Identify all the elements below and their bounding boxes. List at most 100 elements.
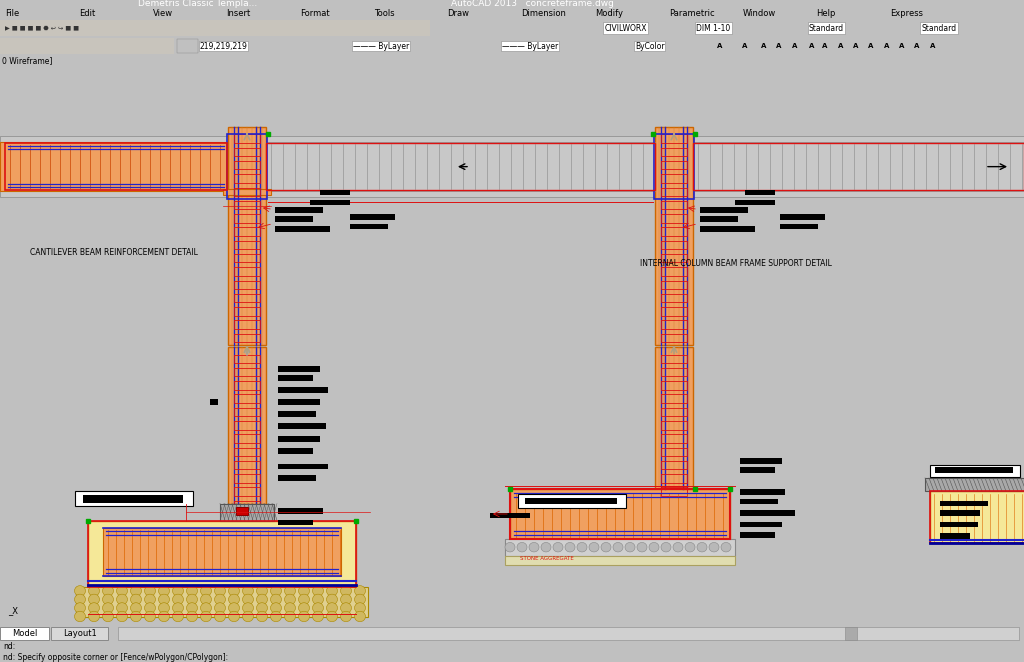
Circle shape <box>354 602 366 613</box>
Bar <box>490 513 530 518</box>
Circle shape <box>117 586 128 596</box>
Bar <box>350 214 395 220</box>
Bar <box>700 226 755 232</box>
Circle shape <box>159 611 170 622</box>
Circle shape <box>102 602 114 613</box>
Circle shape <box>553 542 563 552</box>
Circle shape <box>637 542 647 552</box>
Circle shape <box>649 542 659 552</box>
Text: Model: Model <box>12 629 37 638</box>
Bar <box>278 448 313 454</box>
Bar <box>845 627 857 640</box>
Circle shape <box>285 611 296 622</box>
Circle shape <box>354 594 366 604</box>
Circle shape <box>75 594 85 604</box>
Bar <box>278 463 328 469</box>
Bar <box>654 134 694 199</box>
Bar <box>223 189 271 195</box>
Bar <box>740 510 795 516</box>
Circle shape <box>159 594 170 604</box>
Circle shape <box>130 586 141 596</box>
Circle shape <box>130 594 141 604</box>
Text: Dimension: Dimension <box>521 9 566 17</box>
Bar <box>740 458 782 463</box>
Bar <box>266 143 655 191</box>
Circle shape <box>685 542 695 552</box>
Circle shape <box>270 594 282 604</box>
Text: _X: _X <box>8 606 18 615</box>
Bar <box>0 136 1024 197</box>
Bar <box>925 478 1024 491</box>
Bar <box>220 504 274 520</box>
Circle shape <box>75 602 85 613</box>
Bar <box>655 127 693 345</box>
Circle shape <box>601 542 611 552</box>
Bar <box>5 143 227 191</box>
Circle shape <box>243 586 254 596</box>
Circle shape <box>214 611 225 622</box>
Circle shape <box>186 611 198 622</box>
Circle shape <box>102 594 114 604</box>
Bar <box>319 191 350 195</box>
Text: 0 Wireframe]: 0 Wireframe] <box>2 56 52 66</box>
Circle shape <box>341 586 351 596</box>
Bar <box>275 207 323 213</box>
Text: A: A <box>884 43 889 49</box>
Text: Format: Format <box>300 9 330 17</box>
Circle shape <box>201 586 212 596</box>
Bar <box>76 587 368 618</box>
Text: Standard: Standard <box>809 24 844 32</box>
Bar <box>75 491 193 506</box>
Circle shape <box>541 542 551 552</box>
Bar <box>275 216 313 222</box>
Circle shape <box>256 602 267 613</box>
Circle shape <box>172 611 183 622</box>
Text: View: View <box>153 9 173 17</box>
Circle shape <box>312 594 324 604</box>
Circle shape <box>709 542 719 552</box>
Text: Standard: Standard <box>922 24 956 32</box>
Bar <box>940 522 978 527</box>
Text: Draw: Draw <box>447 9 469 17</box>
Text: A: A <box>930 43 935 49</box>
Circle shape <box>256 586 267 596</box>
Text: nd: Specify opposite corner or [Fence/wPolygon/CPolygon]:: nd: Specify opposite corner or [Fence/wP… <box>3 653 228 662</box>
Circle shape <box>327 602 338 613</box>
Circle shape <box>299 586 309 596</box>
Bar <box>227 134 267 199</box>
Circle shape <box>186 602 198 613</box>
Bar <box>510 489 730 539</box>
Bar <box>118 627 1019 640</box>
Bar <box>0 38 174 54</box>
Bar <box>275 226 330 232</box>
Circle shape <box>565 542 575 552</box>
Bar <box>655 347 693 489</box>
Text: ——— ByLayer: ——— ByLayer <box>502 42 558 50</box>
Circle shape <box>117 594 128 604</box>
Text: A: A <box>717 43 722 49</box>
Circle shape <box>285 602 296 613</box>
Text: A: A <box>822 43 827 49</box>
Bar <box>700 207 748 213</box>
Text: A: A <box>742 43 748 49</box>
Bar <box>103 528 341 576</box>
Circle shape <box>144 611 156 622</box>
Circle shape <box>613 542 623 552</box>
Bar <box>930 465 1020 477</box>
Circle shape <box>662 542 671 552</box>
Circle shape <box>159 602 170 613</box>
Text: Parametric: Parametric <box>669 9 715 17</box>
Bar <box>83 495 183 502</box>
Circle shape <box>214 602 225 613</box>
Bar <box>745 191 775 195</box>
Circle shape <box>172 586 183 596</box>
Circle shape <box>201 611 212 622</box>
Bar <box>930 491 1024 544</box>
Circle shape <box>517 542 527 552</box>
Text: ——— ByLayer: ——— ByLayer <box>353 42 410 50</box>
Text: A: A <box>868 43 873 49</box>
Bar <box>278 399 319 405</box>
Text: CIVILWORX: CIVILWORX <box>604 24 647 32</box>
Bar <box>940 533 970 539</box>
Circle shape <box>299 602 309 613</box>
